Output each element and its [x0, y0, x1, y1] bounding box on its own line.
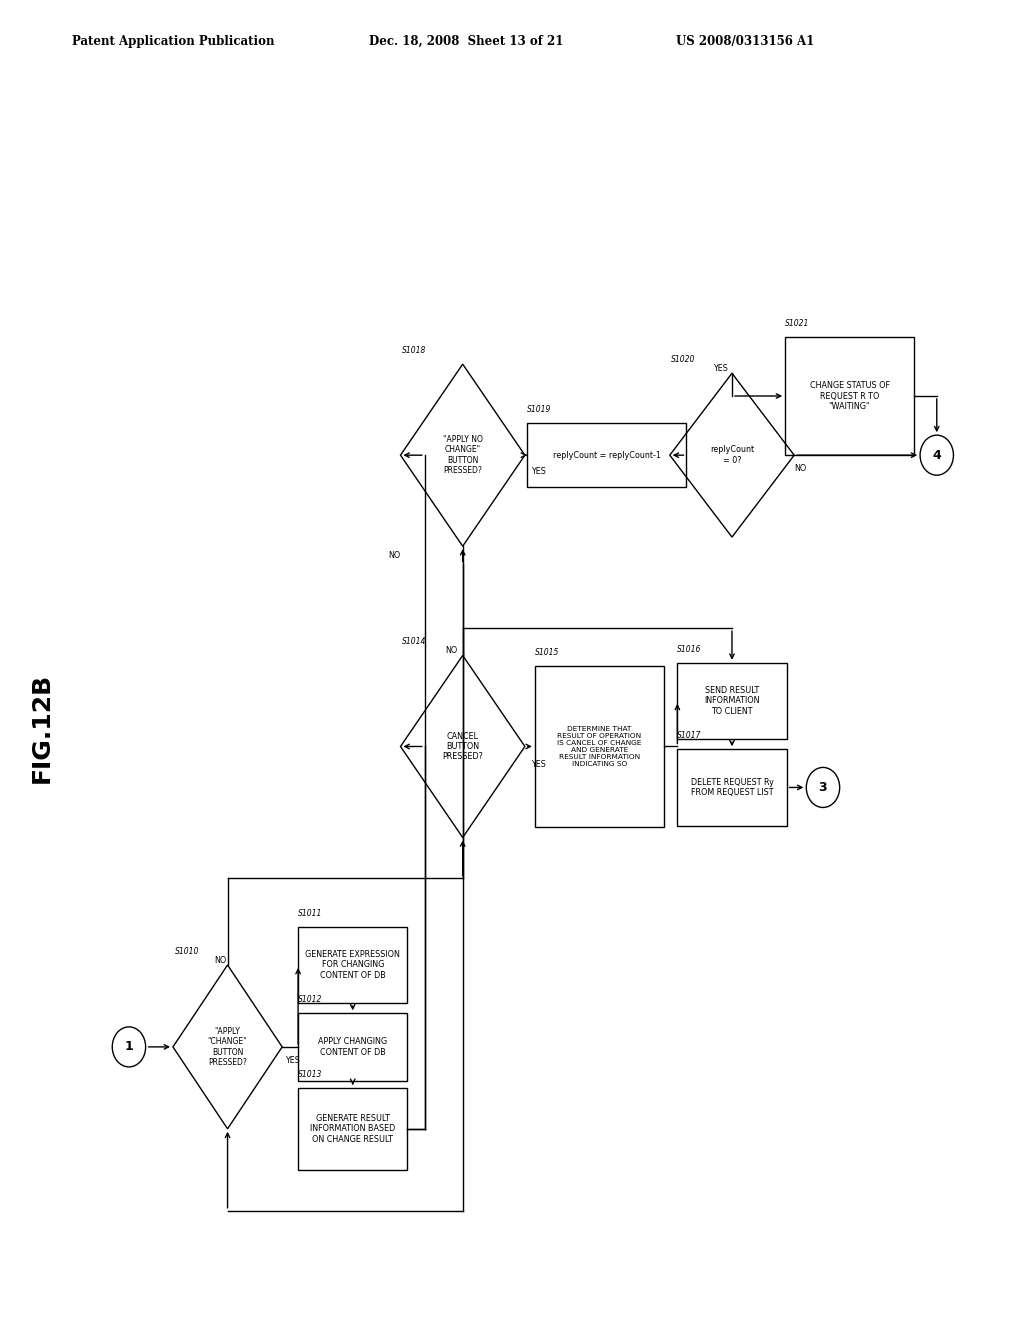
Bar — [527, 424, 686, 487]
Text: YES: YES — [285, 1056, 299, 1065]
Text: US 2008/0313156 A1: US 2008/0313156 A1 — [676, 34, 814, 48]
Text: YES: YES — [531, 467, 546, 477]
Bar — [785, 337, 914, 455]
Bar — [677, 663, 786, 739]
Text: S1016: S1016 — [677, 644, 701, 653]
Text: DELETE REQUEST Ry
FROM REQUEST LIST: DELETE REQUEST Ry FROM REQUEST LIST — [690, 777, 773, 797]
Text: replyCount = replyCount-1: replyCount = replyCount-1 — [553, 450, 660, 459]
Text: CANCEL
BUTTON
PRESSED?: CANCEL BUTTON PRESSED? — [442, 731, 483, 762]
Text: S1013: S1013 — [298, 1069, 323, 1078]
Text: S1015: S1015 — [535, 648, 559, 657]
Bar — [298, 1014, 408, 1081]
Text: "APPLY NO
CHANGE"
BUTTON
PRESSED?: "APPLY NO CHANGE" BUTTON PRESSED? — [442, 436, 482, 475]
Text: S1021: S1021 — [785, 318, 809, 327]
Bar — [298, 927, 408, 1003]
Text: NO: NO — [445, 647, 458, 656]
Text: S1017: S1017 — [677, 731, 701, 741]
Text: S1014: S1014 — [402, 638, 426, 647]
Text: NO: NO — [795, 465, 806, 474]
Text: GENERATE EXPRESSION
FOR CHANGING
CONTENT OF DB: GENERATE EXPRESSION FOR CHANGING CONTENT… — [305, 950, 400, 979]
Text: YES: YES — [531, 760, 546, 770]
Text: NO: NO — [388, 550, 400, 560]
Text: NO: NO — [214, 956, 226, 965]
Bar — [298, 1088, 408, 1170]
Text: GENERATE RESULT
INFORMATION BASED
ON CHANGE RESULT: GENERATE RESULT INFORMATION BASED ON CHA… — [310, 1114, 395, 1143]
Text: 1: 1 — [125, 1040, 133, 1053]
Text: S1020: S1020 — [672, 355, 695, 364]
Text: Patent Application Publication: Patent Application Publication — [72, 34, 274, 48]
Text: S1012: S1012 — [298, 995, 323, 1005]
Text: replyCount
= 0?: replyCount = 0? — [710, 445, 754, 465]
Text: S1018: S1018 — [402, 346, 426, 355]
Text: DETERMINE THAT
RESULT OF OPERATION
IS CANCEL OF CHANGE
AND GENERATE
RESULT INFOR: DETERMINE THAT RESULT OF OPERATION IS CA… — [557, 726, 641, 767]
Text: CHANGE STATUS OF
REQUEST R TO
"WAITING": CHANGE STATUS OF REQUEST R TO "WAITING" — [810, 381, 890, 411]
Text: 4: 4 — [933, 449, 941, 462]
Bar — [535, 667, 664, 826]
Bar — [677, 750, 786, 826]
Text: S1010: S1010 — [174, 946, 199, 956]
Text: S1011: S1011 — [298, 908, 323, 917]
Text: YES: YES — [713, 364, 728, 374]
Text: "APPLY
"CHANGE"
BUTTON
PRESSED?: "APPLY "CHANGE" BUTTON PRESSED? — [208, 1027, 248, 1067]
Text: 3: 3 — [818, 781, 827, 793]
Text: S1019: S1019 — [527, 405, 552, 414]
Text: FIG.12B: FIG.12B — [30, 673, 53, 783]
Text: Dec. 18, 2008  Sheet 13 of 21: Dec. 18, 2008 Sheet 13 of 21 — [369, 34, 563, 48]
Text: APPLY CHANGING
CONTENT OF DB: APPLY CHANGING CONTENT OF DB — [318, 1038, 387, 1056]
Text: SEND RESULT
INFORMATION
TO CLIENT: SEND RESULT INFORMATION TO CLIENT — [705, 686, 760, 715]
